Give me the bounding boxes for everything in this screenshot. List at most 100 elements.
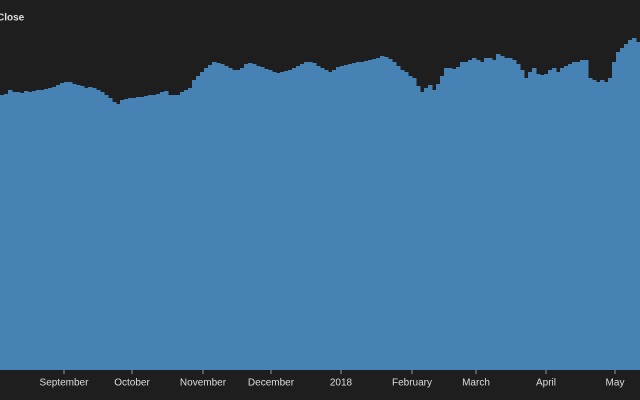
step [184,90,189,370]
step [424,88,429,370]
step [584,60,589,370]
step [524,78,529,370]
step [416,86,421,370]
step [360,62,365,370]
step [148,95,153,370]
step [280,72,285,370]
step [428,85,433,370]
step [608,78,613,370]
step [296,66,301,370]
step [512,60,517,370]
step [72,84,77,370]
step [240,68,245,370]
step [480,62,485,370]
step [228,68,233,370]
step [300,64,305,370]
x-tick-label: March [462,378,490,389]
step [104,95,109,370]
step [124,99,129,370]
step [172,95,177,370]
step [32,91,37,370]
x-tick-label: May [606,378,625,389]
step [84,88,89,370]
step [388,59,393,370]
step [140,97,145,370]
step [572,62,577,370]
step [24,91,29,370]
step [52,87,57,370]
step [108,98,113,370]
step [432,90,437,370]
step [544,74,549,370]
step [320,68,325,370]
step [528,72,533,370]
step [384,57,389,370]
step [396,66,401,370]
step [4,94,9,370]
step [196,76,201,370]
step [580,60,585,370]
step [564,66,569,370]
step [28,92,33,370]
step [220,64,225,370]
step [420,92,425,370]
step [160,92,165,370]
step [440,76,445,370]
step [460,62,465,370]
x-tick-label: 2018 [330,378,353,389]
step [188,88,193,370]
x-tick-label: February [392,378,432,389]
step [316,66,321,370]
step [16,92,21,370]
step [520,70,525,370]
step [588,78,593,370]
step [168,95,173,370]
x-tick-label: October [114,378,150,389]
step [500,56,505,370]
step [204,68,209,370]
step [96,90,101,370]
step [488,58,493,370]
x-tick-label: April [536,378,556,389]
step [288,70,293,370]
step [180,92,185,370]
step [472,58,477,370]
step [468,60,473,370]
step [312,63,317,370]
step [596,82,601,370]
step [20,93,25,370]
step [308,62,313,370]
step [616,52,621,370]
step [456,67,461,370]
step [44,89,49,370]
step [604,82,609,370]
step [404,72,409,370]
step [412,78,417,370]
step [216,63,221,370]
step [252,64,257,370]
step [592,80,597,370]
step [164,91,169,370]
step [8,90,13,370]
step [116,104,121,370]
step [624,44,629,370]
step [232,70,237,370]
step [212,62,217,370]
step [76,85,81,370]
step [256,66,261,370]
step [264,69,269,370]
step [200,72,205,370]
step [284,71,289,370]
step [352,63,357,370]
step [100,92,105,370]
step [612,62,617,370]
step [192,80,197,370]
step [36,90,41,370]
step [380,56,385,370]
step [344,65,349,370]
step [536,74,541,370]
x-tick-label: November [180,378,227,389]
step [324,70,329,370]
step [248,63,253,370]
